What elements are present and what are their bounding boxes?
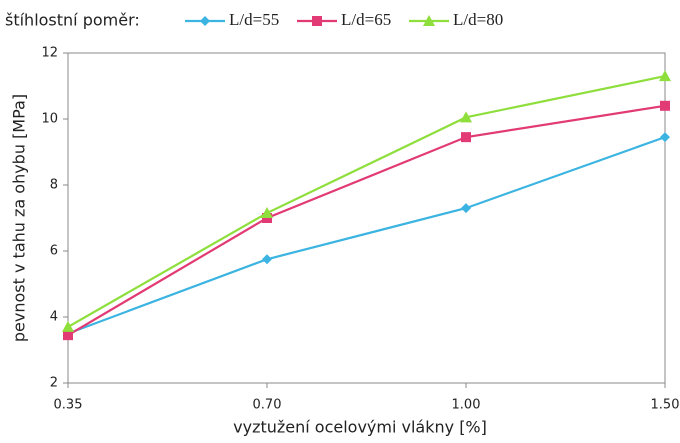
y-tick-label: 2 — [50, 376, 58, 391]
data-point — [460, 111, 472, 123]
y-tick-label: 12 — [41, 46, 58, 61]
data-point — [461, 132, 471, 143]
series-line — [67, 104, 666, 337]
y-tick-label: 8 — [50, 178, 58, 193]
legend-marker — [423, 15, 435, 26]
x-tick-label: 1.50 — [651, 398, 680, 413]
data-point — [262, 254, 272, 265]
legend-marker — [312, 16, 322, 26]
y-tick-label: 4 — [50, 310, 58, 325]
legend-label: L/d=80 — [453, 10, 503, 29]
legend-label: L/d=55 — [229, 10, 279, 29]
y-tick-label: 10 — [41, 112, 58, 127]
legend-label: L/d=65 — [341, 10, 391, 29]
x-tick-label: 0.70 — [253, 398, 282, 413]
data-point — [660, 100, 670, 111]
data-point — [659, 70, 671, 82]
x-tick-label: 0.35 — [54, 398, 83, 413]
y-tick-label: 6 — [50, 244, 58, 259]
plot-frame — [67, 52, 666, 384]
x-axis-label: vyztužení ocelovými vlákny [%] — [233, 418, 487, 437]
data-point — [461, 203, 471, 214]
data-point — [261, 207, 273, 219]
legend-title: štíhlostní poměr: — [5, 11, 140, 30]
data-point — [660, 132, 670, 143]
series-line — [67, 136, 666, 335]
y-axis-label: pevnost v tahu za ohybu [MPa] — [10, 94, 29, 342]
x-tick-label: 1.00 — [452, 398, 481, 413]
data-point — [62, 320, 74, 332]
data-point — [63, 330, 73, 341]
series-line — [67, 75, 666, 328]
legend-marker — [200, 16, 210, 26]
